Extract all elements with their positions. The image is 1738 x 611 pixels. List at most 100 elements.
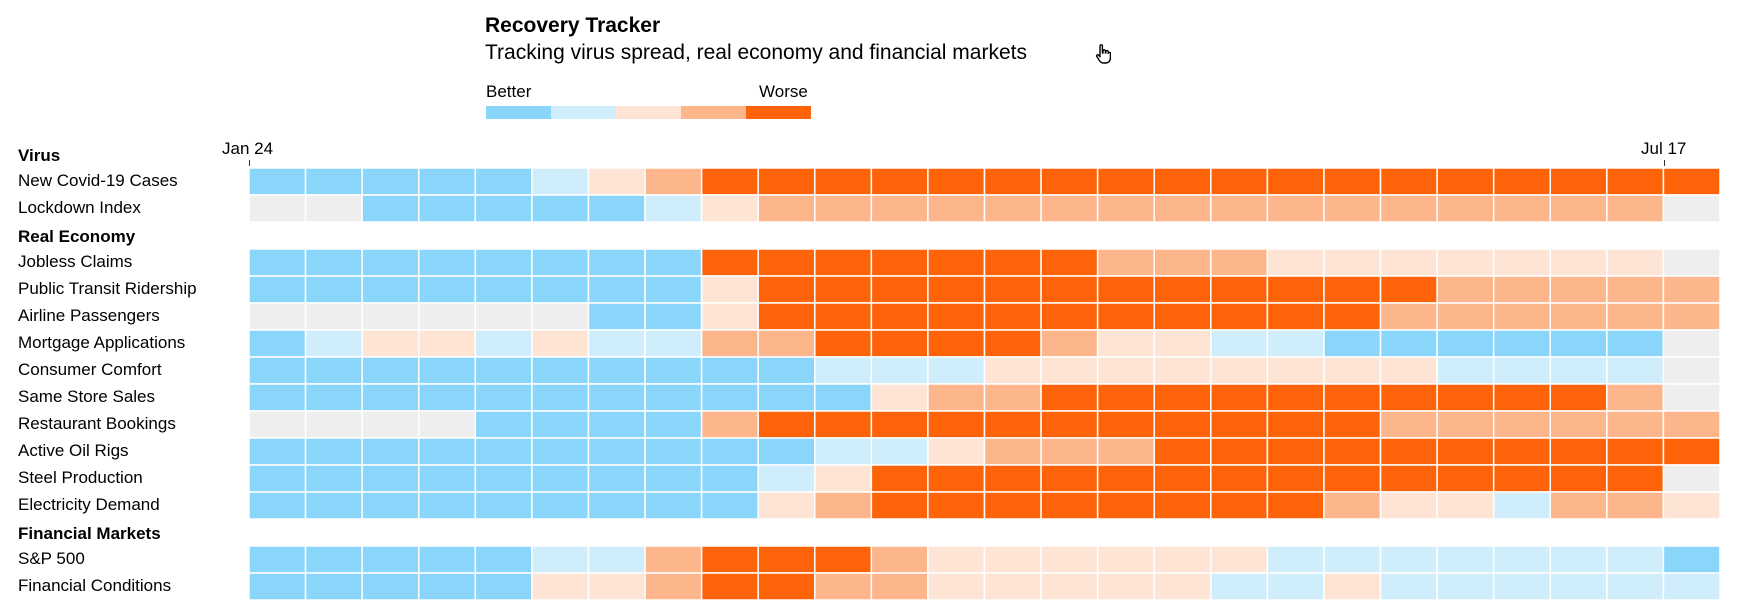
heatmap-cell[interactable] bbox=[1606, 491, 1665, 520]
heatmap-cell[interactable] bbox=[1606, 572, 1665, 601]
heatmap-cell[interactable] bbox=[644, 356, 703, 385]
heatmap-cell[interactable] bbox=[304, 248, 363, 277]
heatmap-cell[interactable] bbox=[474, 302, 533, 331]
heatmap-cell[interactable] bbox=[1549, 248, 1608, 277]
heatmap-cell[interactable] bbox=[1436, 464, 1495, 493]
heatmap-cell[interactable] bbox=[983, 356, 1042, 385]
heatmap-cell[interactable] bbox=[1096, 302, 1155, 331]
heatmap-cell[interactable] bbox=[1323, 545, 1382, 574]
heatmap-cell[interactable] bbox=[361, 194, 420, 223]
heatmap-cell[interactable] bbox=[417, 437, 477, 466]
heatmap-cell[interactable] bbox=[870, 194, 929, 223]
heatmap-cell[interactable] bbox=[757, 248, 816, 277]
heatmap-cell[interactable] bbox=[1662, 356, 1721, 385]
heatmap-cell[interactable] bbox=[1096, 167, 1155, 196]
heatmap-cell[interactable] bbox=[870, 437, 929, 466]
heatmap-cell[interactable] bbox=[757, 572, 816, 601]
heatmap-cell[interactable] bbox=[1662, 464, 1721, 493]
heatmap-cell[interactable] bbox=[531, 491, 590, 520]
heatmap-cell[interactable] bbox=[248, 410, 307, 439]
heatmap-cell[interactable] bbox=[644, 464, 703, 493]
heatmap-cell[interactable] bbox=[1606, 545, 1665, 574]
heatmap-cell[interactable] bbox=[1549, 464, 1608, 493]
heatmap-cell[interactable] bbox=[417, 410, 477, 439]
heatmap-cell[interactable] bbox=[304, 383, 363, 412]
heatmap-cell[interactable] bbox=[870, 464, 929, 493]
heatmap-cell[interactable] bbox=[248, 356, 307, 385]
heatmap-cell[interactable] bbox=[417, 356, 477, 385]
heatmap-cell[interactable] bbox=[644, 194, 703, 223]
heatmap-cell[interactable] bbox=[644, 572, 703, 601]
heatmap-cell[interactable] bbox=[304, 464, 363, 493]
heatmap-cell[interactable] bbox=[870, 302, 929, 331]
heatmap-cell[interactable] bbox=[1662, 302, 1721, 331]
heatmap-cell[interactable] bbox=[1436, 275, 1495, 304]
heatmap-cell[interactable] bbox=[1492, 275, 1552, 304]
heatmap-cell[interactable] bbox=[1153, 302, 1212, 331]
heatmap-cell[interactable] bbox=[870, 275, 929, 304]
heatmap-cell[interactable] bbox=[1436, 410, 1495, 439]
heatmap-cell[interactable] bbox=[983, 410, 1042, 439]
heatmap-cell[interactable] bbox=[1040, 248, 1099, 277]
heatmap-cell[interactable] bbox=[983, 491, 1042, 520]
heatmap-cell[interactable] bbox=[417, 464, 477, 493]
heatmap-cell[interactable] bbox=[814, 329, 873, 358]
heatmap-cell[interactable] bbox=[361, 248, 420, 277]
heatmap-cell[interactable] bbox=[587, 410, 646, 439]
heatmap-cell[interactable] bbox=[531, 383, 590, 412]
heatmap-cell[interactable] bbox=[983, 167, 1042, 196]
heatmap-cell[interactable] bbox=[1379, 464, 1438, 493]
heatmap-cell[interactable] bbox=[1153, 572, 1212, 601]
heatmap-cell[interactable] bbox=[1040, 545, 1099, 574]
heatmap-cell[interactable] bbox=[644, 275, 703, 304]
heatmap-cell[interactable] bbox=[587, 356, 646, 385]
heatmap-cell[interactable] bbox=[417, 383, 477, 412]
heatmap-cell[interactable] bbox=[531, 167, 590, 196]
heatmap-cell[interactable] bbox=[757, 464, 816, 493]
heatmap-cell[interactable] bbox=[1266, 572, 1325, 601]
heatmap-cell[interactable] bbox=[361, 383, 420, 412]
heatmap-cell[interactable] bbox=[927, 383, 986, 412]
heatmap-cell[interactable] bbox=[1549, 356, 1608, 385]
heatmap-cell[interactable] bbox=[1492, 437, 1552, 466]
heatmap-cell[interactable] bbox=[814, 275, 873, 304]
heatmap-cell[interactable] bbox=[1096, 437, 1155, 466]
heatmap-cell[interactable] bbox=[304, 329, 363, 358]
heatmap-cell[interactable] bbox=[1662, 572, 1721, 601]
heatmap-cell[interactable] bbox=[474, 329, 533, 358]
heatmap-cell[interactable] bbox=[1606, 194, 1665, 223]
heatmap-cell[interactable] bbox=[304, 167, 363, 196]
heatmap-cell[interactable] bbox=[1210, 410, 1269, 439]
heatmap-cell[interactable] bbox=[1266, 383, 1325, 412]
heatmap-cell[interactable] bbox=[1266, 491, 1325, 520]
heatmap-cell[interactable] bbox=[700, 410, 759, 439]
heatmap-cell[interactable] bbox=[587, 302, 646, 331]
heatmap-cell[interactable] bbox=[248, 248, 307, 277]
heatmap-cell[interactable] bbox=[587, 383, 646, 412]
heatmap-cell[interactable] bbox=[1266, 167, 1325, 196]
heatmap-cell[interactable] bbox=[1096, 545, 1155, 574]
heatmap-cell[interactable] bbox=[757, 383, 816, 412]
heatmap-cell[interactable] bbox=[1040, 572, 1099, 601]
heatmap-cell[interactable] bbox=[1153, 383, 1212, 412]
heatmap-cell[interactable] bbox=[417, 275, 477, 304]
heatmap-cell[interactable] bbox=[870, 410, 929, 439]
heatmap-cell[interactable] bbox=[1266, 545, 1325, 574]
heatmap-cell[interactable] bbox=[1040, 437, 1099, 466]
heatmap-cell[interactable] bbox=[1379, 167, 1438, 196]
heatmap-cell[interactable] bbox=[1606, 464, 1665, 493]
heatmap-cell[interactable] bbox=[1492, 302, 1552, 331]
heatmap-cell[interactable] bbox=[814, 410, 873, 439]
heatmap-cell[interactable] bbox=[644, 383, 703, 412]
heatmap-cell[interactable] bbox=[587, 329, 646, 358]
heatmap-cell[interactable] bbox=[757, 302, 816, 331]
heatmap-cell[interactable] bbox=[757, 545, 816, 574]
heatmap-cell[interactable] bbox=[1379, 572, 1438, 601]
heatmap-cell[interactable] bbox=[1323, 491, 1382, 520]
heatmap-cell[interactable] bbox=[700, 302, 759, 331]
heatmap-cell[interactable] bbox=[1436, 356, 1495, 385]
heatmap-cell[interactable] bbox=[248, 302, 307, 331]
heatmap-cell[interactable] bbox=[1040, 464, 1099, 493]
heatmap-cell[interactable] bbox=[417, 248, 477, 277]
heatmap-cell[interactable] bbox=[700, 329, 759, 358]
